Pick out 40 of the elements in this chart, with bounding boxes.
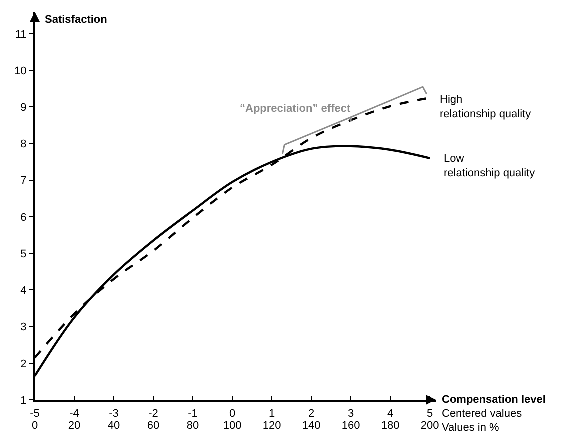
y-tick-label: 1 — [20, 394, 27, 407]
x-tick-label: -1 — [188, 408, 198, 420]
x2-tick-label: 180 — [381, 420, 400, 432]
x-axis-title: Compensation level — [442, 394, 546, 406]
x2-tick-label: 0 — [32, 420, 38, 432]
text: Centered values — [442, 408, 523, 420]
y-tick-label: 10 — [14, 65, 27, 78]
x2-tick-label: 160 — [342, 420, 360, 432]
x-tick-label: -5 — [30, 408, 40, 420]
x2-tick-label: 120 — [262, 420, 282, 432]
x-tick-label: 2 — [308, 408, 315, 420]
x2-tick-label: 100 — [223, 420, 242, 432]
x-tick-label: -4 — [70, 408, 80, 420]
y-tick-label: 4 — [20, 285, 27, 298]
x-tick-label: -2 — [148, 408, 158, 420]
x-tick-label: 1 — [268, 408, 276, 420]
x2-tick-label: 140 — [302, 420, 321, 432]
y-tick-label: 8 — [20, 138, 27, 151]
x2-axis-title: Values in % — [442, 422, 500, 434]
x-tick-label: 0 — [229, 408, 236, 420]
y-tick-label: 7 — [20, 175, 27, 188]
y-tick-label: 11 — [15, 28, 27, 41]
x2-tick-label: 20 — [68, 420, 81, 432]
series-label: High relationship quality — [440, 94, 532, 120]
x-tick-label: 3 — [348, 408, 354, 420]
x-tick-label: -3 — [109, 408, 119, 420]
x-tick-label: 4 — [388, 408, 394, 420]
series-label: Low relationship quality — [444, 153, 536, 180]
annotation: “Appreciation” effect — [240, 103, 351, 115]
y-tick-label: 2 — [20, 358, 27, 370]
y-tick-label: 5 — [20, 248, 27, 260]
x2-tick-label: 80 — [186, 420, 200, 432]
x-tick-label: 5 — [427, 408, 434, 420]
y-tick-label: 9 — [20, 102, 27, 114]
y-tick-label: 3 — [20, 322, 27, 334]
x2-tick-label: 60 — [147, 420, 160, 432]
x2-tick-label: 40 — [108, 420, 120, 432]
x2-tick-label: 200 — [420, 420, 440, 432]
y-axis-title: Satisfaction — [45, 14, 108, 26]
y-tick-label: 6 — [20, 212, 27, 224]
